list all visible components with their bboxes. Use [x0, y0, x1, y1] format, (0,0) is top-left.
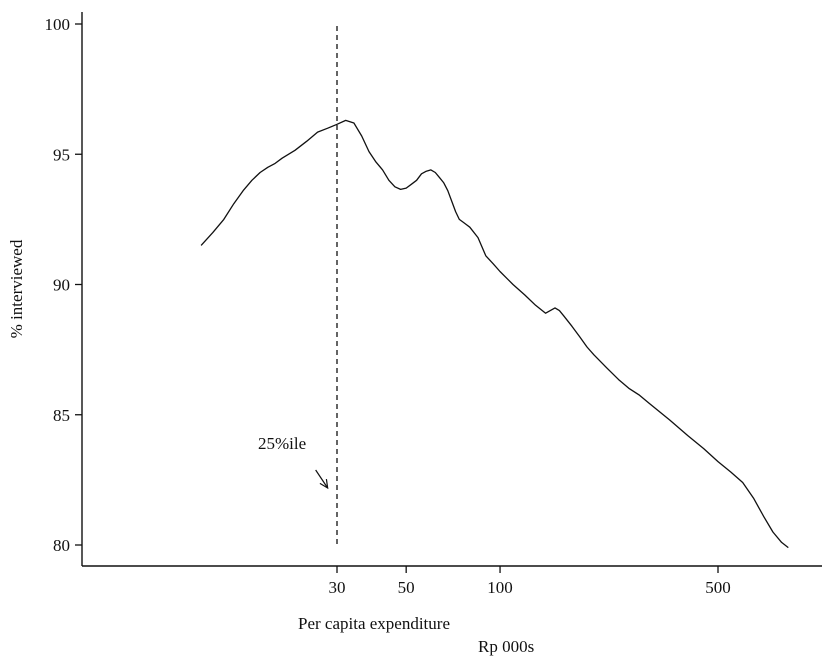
y-tick-label: 85 — [53, 406, 70, 425]
series-line — [200, 119, 789, 549]
arrowhead-icon — [319, 479, 329, 490]
x-ticks: 30 50 100 500 — [329, 566, 731, 597]
y-ticks: 80 85 90 95 100 — [45, 15, 82, 555]
percentile-annotation-arrow — [315, 469, 329, 489]
y-tick-label: 90 — [53, 276, 70, 295]
x-tick-label: 100 — [487, 578, 513, 597]
x-tick-label: 30 — [329, 578, 346, 597]
y-axis-title: % interviewed — [7, 239, 26, 338]
y-tick-label: 95 — [53, 145, 70, 164]
x-axis-unit-label: Rp 000s — [478, 637, 534, 656]
x-tick-label: 50 — [398, 578, 415, 597]
y-tick-label: 100 — [45, 15, 71, 34]
x-axis-title: Per capita expenditure — [298, 614, 450, 633]
percentile-annotation-label: 25%ile — [258, 434, 306, 453]
x-tick-label: 500 — [705, 578, 731, 597]
y-tick-label: 80 — [53, 536, 70, 555]
